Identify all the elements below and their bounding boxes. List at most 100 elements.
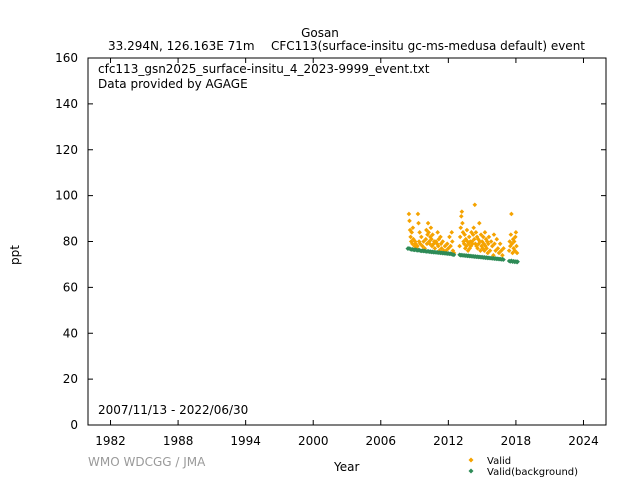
x-tick-label: 2006 <box>366 434 397 448</box>
valid-point <box>491 252 496 258</box>
valid-point <box>466 241 471 247</box>
y-tick-label: 140 <box>55 97 78 111</box>
valid-point <box>471 225 476 231</box>
valid-point <box>420 243 425 249</box>
x-tick-label: 1994 <box>230 434 261 448</box>
valid-point <box>460 220 465 226</box>
credit-text: WMO WDCGG / JMA <box>88 455 206 469</box>
valid-point <box>470 241 475 247</box>
valid-point <box>415 243 420 249</box>
valid-point <box>478 232 484 237</box>
x-tick-label: 2024 <box>568 434 599 448</box>
valid-point <box>450 248 456 253</box>
valid-point <box>438 241 444 247</box>
valid-point <box>436 236 442 242</box>
valid-point <box>473 241 478 247</box>
valid-point <box>461 239 466 244</box>
valid-point <box>473 230 479 235</box>
station-location: 33.294N, 126.163E 71m <box>108 39 255 53</box>
valid-point <box>479 243 484 249</box>
valid-point <box>432 246 438 251</box>
species-description: CFC113(surface-insitu gc-ms-medusa defau… <box>271 39 586 53</box>
y-tick-label: 80 <box>63 235 78 249</box>
x-tick-label: 2012 <box>433 434 464 448</box>
valid-point <box>457 243 462 249</box>
legend-valid-marker <box>468 457 474 463</box>
legend-background-label: Valid(background) <box>487 467 578 478</box>
x-axis-ticks: 1982 1988 1994 2000 2006 2012 2018 2024 <box>95 58 599 448</box>
valid-point <box>446 246 451 251</box>
valid-point <box>493 248 498 253</box>
legend-background-marker <box>468 468 474 474</box>
data-filename: cfc113_gsn2025_surface-insitu_4_2023-999… <box>98 62 430 76</box>
valid-point <box>417 241 423 247</box>
valid-point <box>464 243 469 249</box>
valid-point <box>427 241 433 247</box>
valid-point <box>477 220 482 226</box>
x-tick-label: 2000 <box>298 434 329 448</box>
valid-point <box>500 252 505 258</box>
valid-point <box>443 248 449 253</box>
valid-point <box>498 248 504 253</box>
valid-point <box>471 236 477 242</box>
valid-point <box>416 220 421 226</box>
plot-area <box>87 57 607 426</box>
valid-point <box>485 250 491 256</box>
x-tick-label: 2018 <box>501 434 532 448</box>
valid-point <box>494 236 500 242</box>
valid-point <box>497 241 503 247</box>
valid-point <box>466 234 472 240</box>
valid-point <box>484 246 489 251</box>
valid-point <box>410 225 416 231</box>
valid-point <box>417 230 422 235</box>
valid-point <box>407 218 412 224</box>
valid-point <box>430 232 435 237</box>
valid-point <box>461 241 467 247</box>
valid-point <box>482 230 488 235</box>
valid-point <box>449 230 455 235</box>
y-tick-label: 60 <box>63 280 78 294</box>
background-point <box>515 259 520 264</box>
valid-point <box>463 236 469 242</box>
valid-point <box>425 220 431 226</box>
y-axis-ticks: 0 20 40 60 80 100 120 140 160 <box>55 51 606 432</box>
valid-point <box>447 234 452 240</box>
date-range: 2007/11/13 - 2022/06/30 <box>98 403 249 417</box>
valid-point <box>514 250 520 256</box>
valid-point <box>496 250 502 256</box>
valid-point <box>431 241 437 247</box>
valid-point <box>480 234 486 240</box>
background-point <box>501 257 506 262</box>
chart-station-title: Gosan <box>301 26 339 40</box>
valid-point <box>408 239 414 244</box>
valid-point <box>476 241 482 247</box>
y-tick-label: 40 <box>63 326 78 340</box>
valid-point <box>513 230 519 235</box>
y-tick-label: 0 <box>70 418 78 432</box>
valid-point <box>440 239 446 244</box>
valid-point <box>434 241 440 247</box>
valid-point <box>424 241 430 247</box>
valid-point <box>513 234 518 240</box>
y-tick-label: 120 <box>55 143 78 157</box>
valid-point <box>408 234 413 240</box>
valid-point <box>483 243 488 249</box>
valid-point <box>458 225 464 231</box>
valid-point <box>465 248 471 253</box>
valid-point <box>448 243 453 249</box>
valid-point <box>512 248 518 253</box>
valid-point <box>429 243 435 249</box>
valid-point <box>514 243 519 249</box>
valid-point <box>438 234 443 240</box>
valid-point <box>482 248 487 253</box>
valid-point <box>409 230 415 235</box>
valid-point <box>462 246 468 251</box>
valid-point <box>506 248 512 253</box>
y-tick-label: 100 <box>55 189 78 203</box>
valid-point <box>491 232 497 237</box>
valid-point <box>462 232 467 237</box>
legend: Valid Valid(background) <box>468 456 578 478</box>
x-axis-label: Year <box>334 460 360 474</box>
valid-point <box>484 239 490 244</box>
valid-point <box>509 211 514 217</box>
